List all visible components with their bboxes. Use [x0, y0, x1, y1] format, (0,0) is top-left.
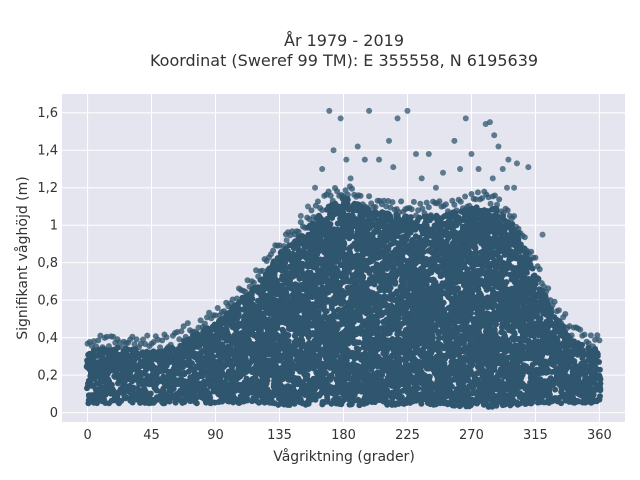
data-point: [391, 277, 398, 284]
data-point: [264, 377, 271, 384]
chart-title-line-2: Koordinat (Sweref 99 TM): E 355558, N 61…: [150, 51, 538, 70]
data-point: [285, 332, 292, 339]
data-point: [360, 273, 366, 280]
data-point: [315, 309, 322, 316]
data-point: [323, 308, 330, 315]
data-point: [129, 399, 136, 406]
data-point: [163, 391, 170, 398]
data-point: [387, 284, 394, 291]
data-point: [193, 400, 200, 407]
data-point: [176, 392, 183, 399]
data-point: [341, 241, 348, 248]
scatter-points: [83, 107, 604, 410]
data-point: [179, 355, 186, 361]
data-point: [274, 325, 281, 331]
data-point: [311, 386, 318, 393]
data-point: [387, 213, 394, 220]
data-point: [235, 313, 242, 320]
data-point: [374, 320, 380, 327]
data-point: [289, 369, 296, 376]
data-point: [172, 399, 179, 406]
data-point: [321, 364, 327, 371]
chart-title-line-1: År 1979 - 2019: [284, 31, 404, 50]
data-point: [249, 295, 256, 302]
data-point: [166, 398, 173, 405]
data-point: [147, 390, 154, 397]
data-point: [220, 363, 227, 370]
data-point: [108, 381, 115, 388]
data-point: [348, 225, 355, 232]
data-point: [327, 221, 334, 228]
data-point: [285, 338, 292, 345]
